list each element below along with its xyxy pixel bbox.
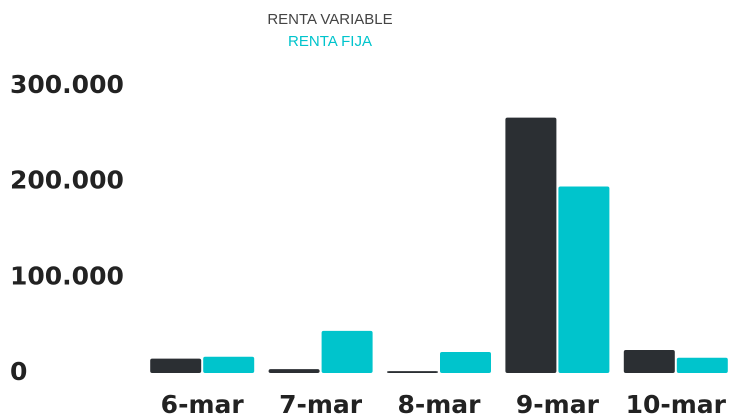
bar: [150, 358, 202, 373]
bar: [203, 356, 255, 373]
x-tick-label: 9-mar: [516, 390, 600, 418]
bar: [387, 371, 438, 373]
legend-entry: RENTA VARIABLE: [267, 11, 392, 28]
y-tick-label: 0: [10, 357, 27, 386]
y-tick-label: 300.000: [10, 70, 124, 99]
y-tick-label: 200.000: [10, 166, 124, 195]
x-tick-label: 8-mar: [397, 390, 481, 418]
bar: [676, 357, 728, 373]
x-tick-label: 6-mar: [161, 390, 245, 418]
bar: [558, 186, 610, 373]
bar: [440, 351, 491, 373]
bar: [505, 117, 557, 373]
bar: [268, 369, 320, 373]
x-tick-label: 10-mar: [626, 390, 727, 418]
bar: [321, 330, 373, 373]
x-tick-label: 7-mar: [279, 390, 363, 418]
bar: [623, 350, 675, 373]
legend-entry: RENTA FIJA: [288, 33, 372, 50]
y-tick-label: 100.000: [10, 261, 124, 290]
